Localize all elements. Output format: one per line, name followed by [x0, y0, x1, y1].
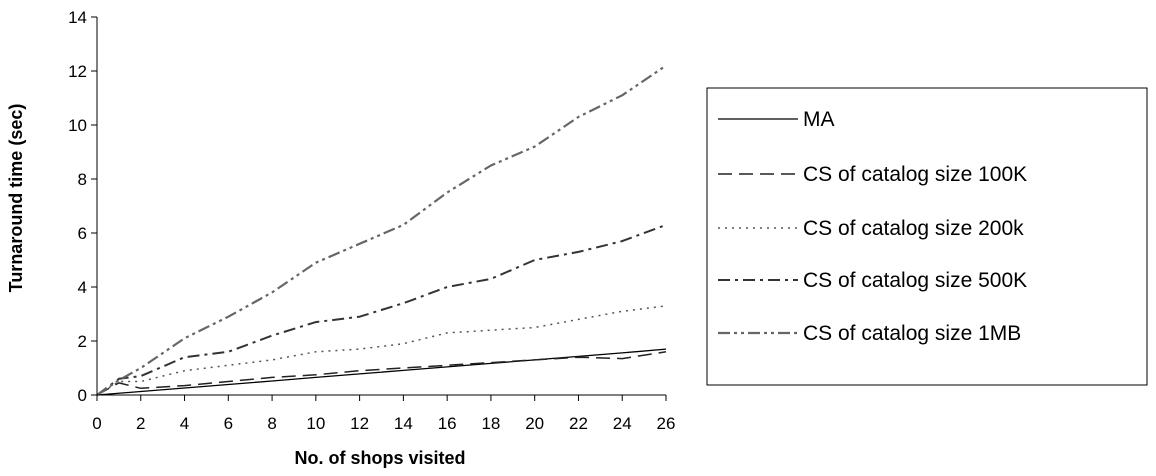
- series-line-1: [96, 348, 667, 396]
- series-line-5: [96, 64, 667, 396]
- x-tick-label: 2: [136, 414, 145, 433]
- x-tick-label: 16: [438, 414, 457, 433]
- y-tick-label: 6: [78, 224, 87, 243]
- legend: MA CS of catalog size 100K CS of catalog s…: [706, 87, 1148, 386]
- x-axis-title: No. of shops visited: [294, 448, 465, 468]
- series-line-2: [96, 351, 667, 396]
- legend-box: [706, 87, 1148, 386]
- x-tick-label: 22: [569, 414, 588, 433]
- y-tick-label: 14: [68, 8, 87, 27]
- series-line-4: [96, 223, 667, 396]
- y-axis-ticks: 0 2 4 6 8 10 12 14: [68, 8, 97, 405]
- x-tick-label: 4: [180, 414, 189, 433]
- x-tick-label: 0: [92, 414, 101, 433]
- x-tick-label: 10: [306, 414, 325, 433]
- legend-label-2: CS of catalog size 100K: [803, 163, 1027, 186]
- x-tick-label: 26: [657, 414, 676, 433]
- legend-label-5: CS of catalog size 1MB: [803, 322, 1021, 345]
- legend-label-4: CS of catalog size 500K: [803, 269, 1027, 292]
- series-line-3: [96, 305, 667, 396]
- x-tick-label: 20: [525, 414, 544, 433]
- legend-label-3: CS of catalog size 200k: [803, 217, 1024, 240]
- y-axis-title: Turnaround time (sec): [6, 104, 26, 293]
- x-tick-label: 6: [224, 414, 233, 433]
- y-tick-label: 8: [78, 170, 87, 189]
- y-tick-label: 4: [78, 278, 87, 297]
- y-tick-label: 10: [68, 116, 87, 135]
- legend-label-1: MA: [803, 108, 835, 131]
- x-tick-label: 24: [613, 414, 632, 433]
- x-axis-ticks: 0 2 4 6 8 10 12 14 16 18 20 22 24 26: [92, 395, 675, 433]
- x-tick-label: 12: [350, 414, 369, 433]
- y-tick-label: 0: [78, 386, 87, 405]
- x-tick-label: 18: [481, 414, 500, 433]
- x-tick-label: 14: [394, 414, 413, 433]
- x-tick-label: 8: [267, 414, 276, 433]
- y-tick-label: 2: [78, 332, 87, 351]
- series-lines: [96, 64, 667, 396]
- y-tick-label: 12: [68, 62, 87, 81]
